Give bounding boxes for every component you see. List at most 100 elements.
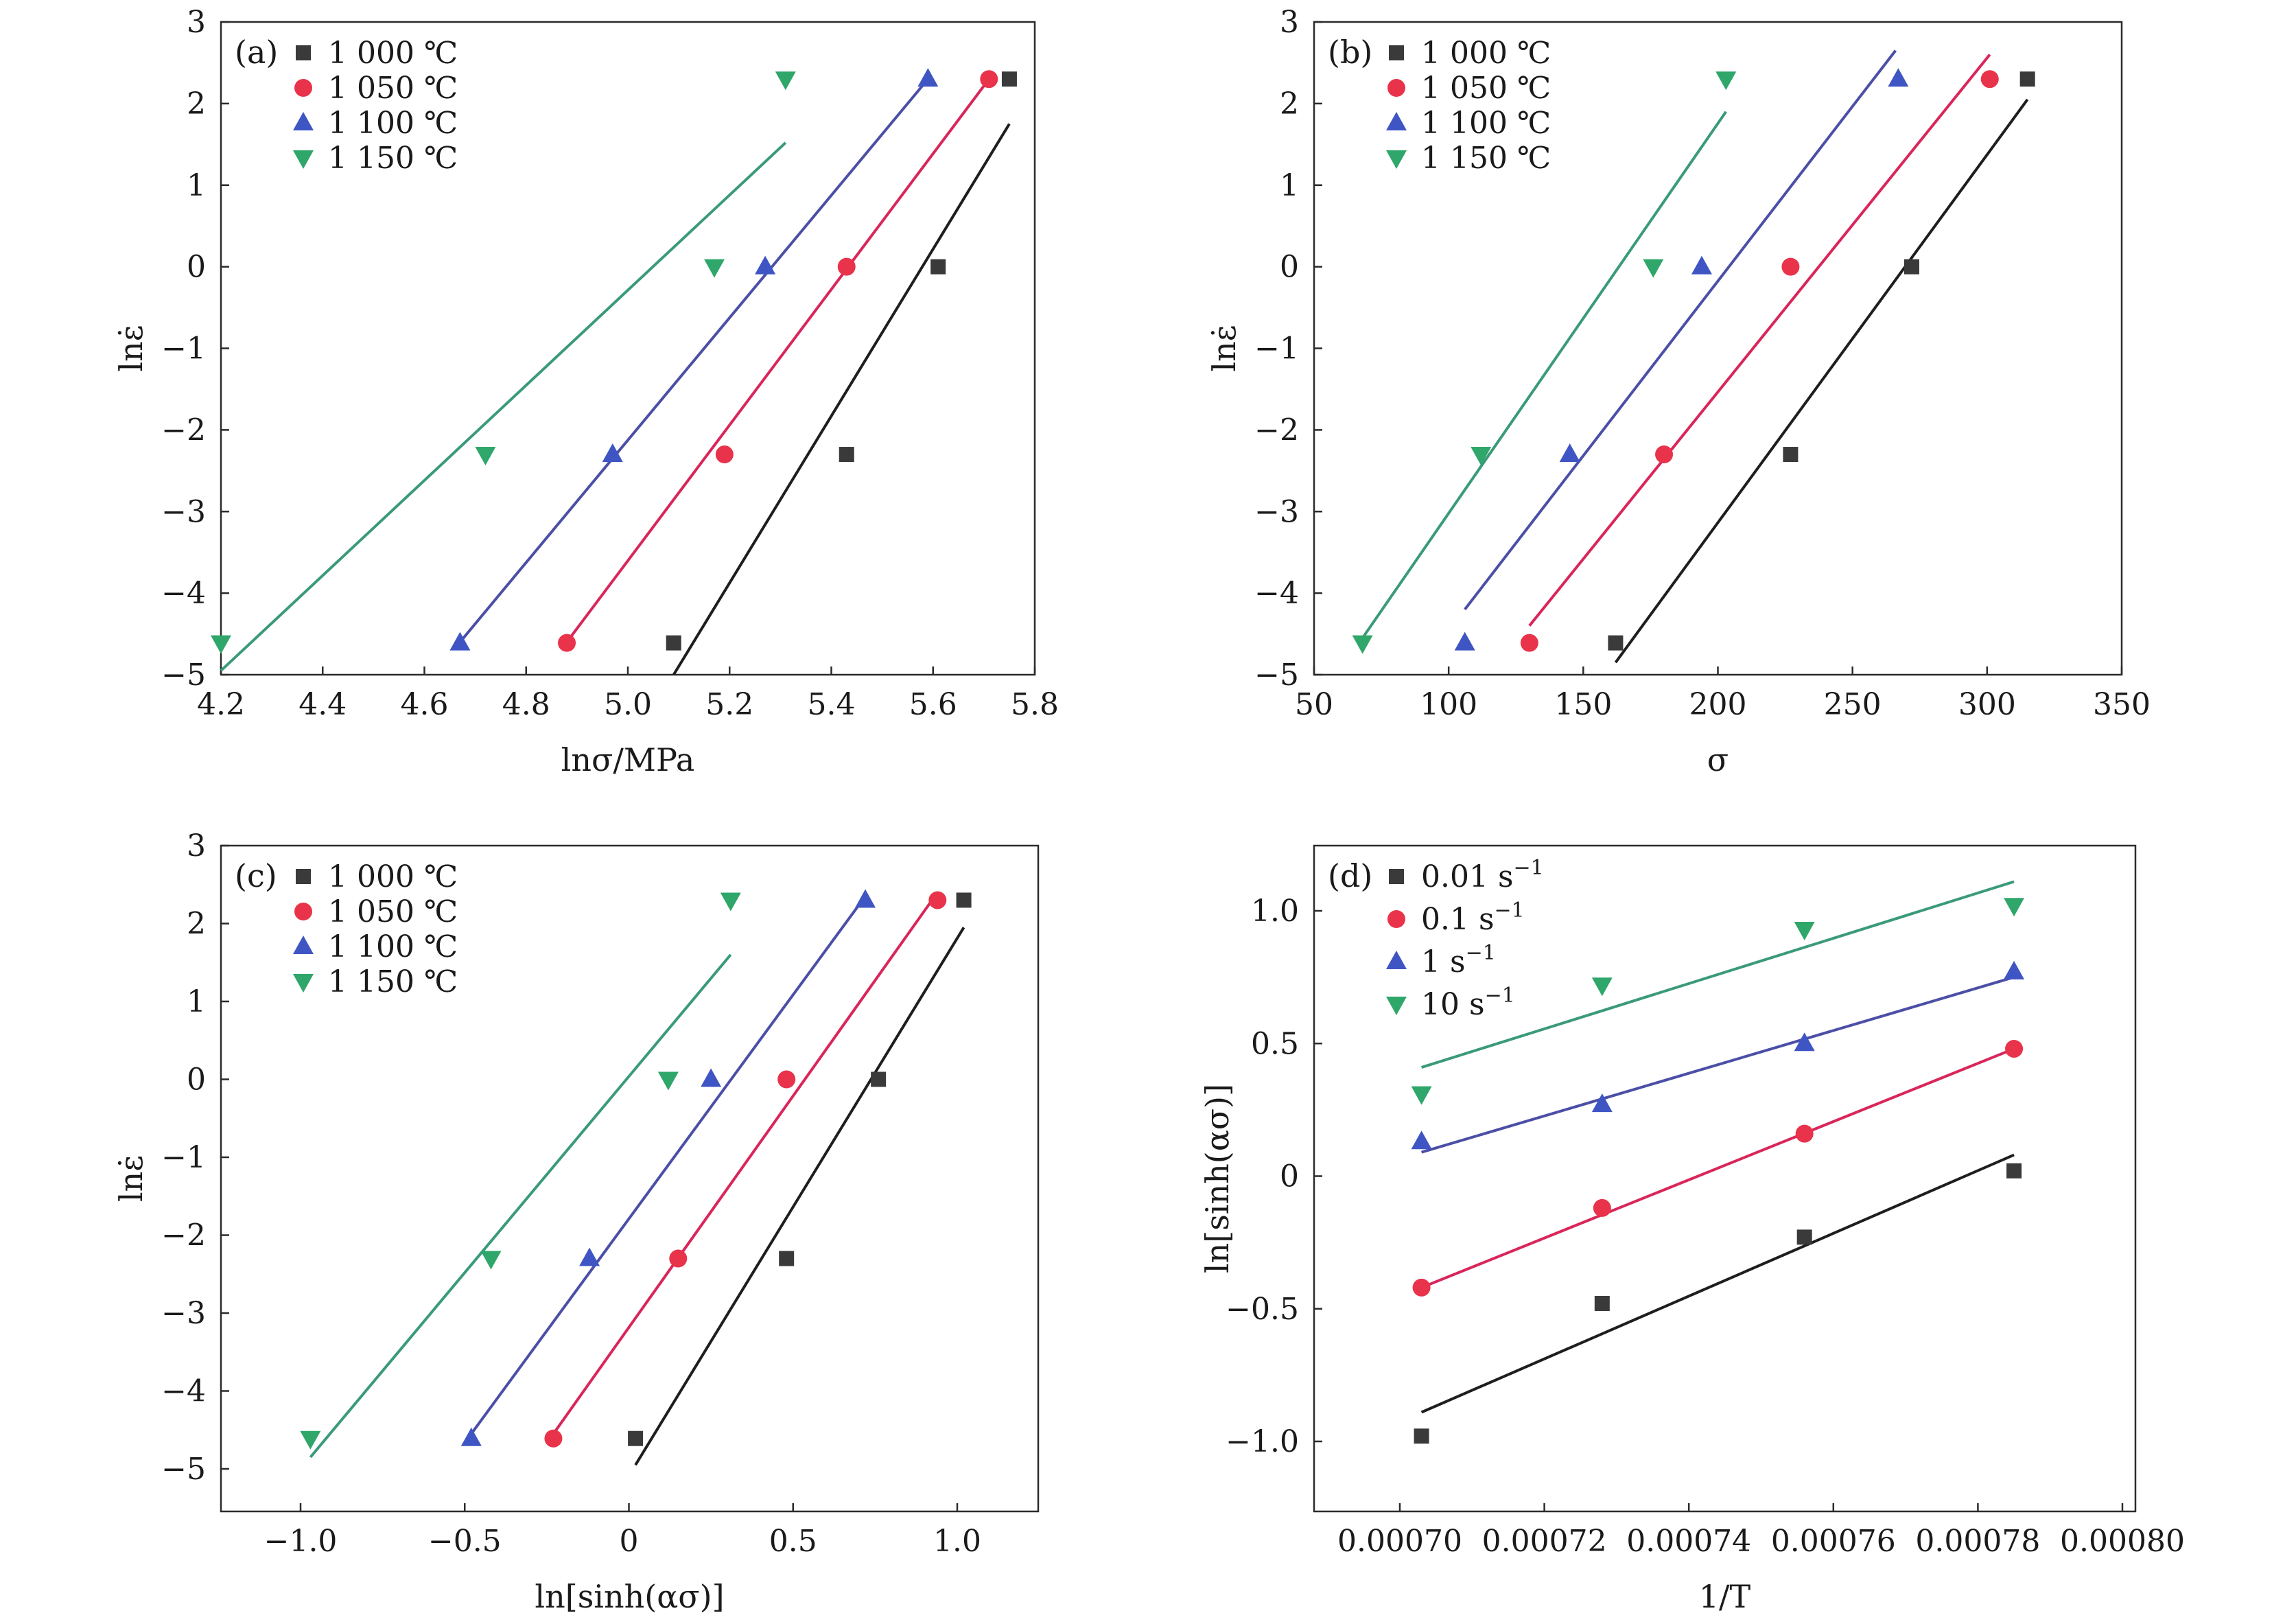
x-tick-label: 0.00074: [1626, 1524, 1751, 1559]
y-tick-label: −3: [161, 494, 206, 529]
legend-label: 10 s−1: [1421, 984, 1515, 1022]
data-point: [1412, 1278, 1431, 1297]
y-tick-label: 1: [187, 984, 206, 1019]
x-axis-title: ln[sinh(ασ)]: [535, 1578, 724, 1615]
x-tick-label: 4.8: [502, 687, 550, 722]
x-tick-label: 5.6: [909, 687, 957, 722]
y-tick-label: −4: [161, 576, 206, 611]
panel-label: (d): [1328, 857, 1372, 894]
legend-label-text: 0.1 s: [1421, 902, 1495, 937]
legend-label-text: 10 s: [1421, 987, 1485, 1022]
legend-marker: [294, 903, 312, 920]
legend-label-text: 1 050 ℃: [328, 71, 458, 106]
legend-label: 0.01 s−1: [1421, 856, 1544, 894]
x-tick-label: 5.4: [808, 687, 856, 722]
y-tick-label: 1: [187, 168, 206, 203]
data-point: [1001, 71, 1017, 87]
chart-panel-2: 50 100 150 200 250 300 350 3 2 1 0 −1 −2 −3 −4 −5 σ lnε̇ (…: [1206, 5, 2151, 778]
fit-line: [1420, 880, 2015, 1069]
legend-marker: [1386, 150, 1407, 169]
data-point: [1980, 70, 1999, 89]
legend-label-text: 1 050 ℃: [1421, 71, 1551, 106]
fit-line: [634, 927, 965, 1466]
legend-marker: [1386, 112, 1407, 130]
data-point: [715, 445, 734, 464]
data-point: [1781, 257, 1800, 276]
legend-label-text: 1 100 ℃: [328, 929, 458, 964]
data-point: [669, 1249, 688, 1268]
data-point: [1608, 635, 1624, 651]
y-tick-label: 1.0: [1251, 894, 1299, 929]
data-point: [211, 635, 231, 654]
x-tick-label: 0.00076: [1771, 1524, 1896, 1559]
data-point: [777, 1070, 796, 1089]
data-point: [779, 1251, 795, 1266]
fit-line: [220, 141, 787, 672]
legend-label: 1 000 ℃: [328, 859, 458, 894]
x-tick-label: 1.0: [933, 1524, 981, 1559]
data-point: [839, 447, 854, 463]
legend-label-text: 1 s: [1421, 944, 1466, 979]
data-point: [1796, 1229, 1812, 1245]
data-point: [460, 1427, 482, 1446]
data-point: [2004, 898, 2025, 917]
y-tick-label: −1: [1254, 332, 1299, 367]
y-tick-label: −2: [1254, 413, 1299, 448]
data-point: [2005, 1039, 2024, 1058]
legend-label: 1 000 ℃: [1421, 36, 1551, 71]
x-tick-label: 50: [1295, 687, 1333, 722]
data-point: [1454, 631, 1475, 651]
legend-marker: [294, 79, 312, 97]
data-point: [980, 70, 998, 89]
legend-marker: [293, 974, 314, 993]
y-tick-label: −5: [161, 658, 206, 693]
data-point: [480, 1251, 502, 1270]
chart-panel-3: −1.0 −0.5 0 0.5 1.0 3 2 1 0 −1 −2 −3 −4 −5 ln[sinh(ασ)…: [113, 828, 1040, 1615]
fit-line: [1421, 975, 2015, 1154]
data-point: [755, 255, 776, 275]
legend-marker: [1389, 45, 1404, 60]
x-tick-label: 4.2: [197, 687, 245, 722]
data-point: [1471, 447, 1492, 466]
legend-label: 1 s−1: [1421, 941, 1496, 979]
data-point: [1411, 1130, 1432, 1150]
data-point: [837, 257, 856, 276]
data-point: [2004, 960, 2025, 979]
y-axis-title: lnε̇: [1206, 325, 1243, 371]
x-tick-label: 0.00078: [1915, 1524, 2040, 1559]
fit-line: [470, 895, 867, 1435]
data-point: [1783, 447, 1799, 463]
legend-label: 1 150 ℃: [1421, 141, 1551, 176]
data-point: [628, 1430, 644, 1446]
data-point: [1655, 445, 1674, 464]
legend-label-text: 1 150 ℃: [328, 141, 458, 176]
y-tick-label: 2: [187, 907, 206, 942]
x-tick-label: 300: [1958, 687, 2016, 722]
y-tick-label: 0: [187, 1063, 206, 1098]
x-axis-title: σ: [1707, 741, 1729, 778]
x-tick-label: 0.00070: [1337, 1524, 1462, 1559]
data-point: [1411, 1086, 1432, 1105]
x-tick-label: −0.5: [428, 1524, 502, 1559]
legend-label: 1 000 ℃: [328, 36, 458, 71]
data-point: [775, 71, 796, 91]
data-point: [917, 68, 939, 87]
fit-line: [1528, 54, 1991, 627]
data-point: [1591, 977, 1613, 997]
data-point: [1594, 1296, 1610, 1312]
x-tick-label: 200: [1689, 687, 1747, 722]
y-tick-label: −5: [161, 1452, 206, 1487]
legend-label-text: 1 100 ℃: [328, 106, 458, 141]
y-tick-label: 2: [1280, 86, 1299, 121]
data-point: [475, 447, 496, 466]
legend-label: 1 150 ℃: [328, 141, 458, 176]
y-tick-label: −3: [1254, 494, 1299, 529]
fit-line: [565, 78, 990, 643]
y-tick-label: 0: [187, 250, 206, 285]
x-tick-label: 0.00072: [1482, 1524, 1607, 1559]
legend-marker: [293, 936, 314, 954]
y-axis-title: ln[sinh(ασ)]: [1199, 1084, 1236, 1273]
legend-label: 1 100 ℃: [328, 106, 458, 141]
legend-label-superscript: −1: [1466, 941, 1496, 965]
data-point: [449, 631, 471, 651]
